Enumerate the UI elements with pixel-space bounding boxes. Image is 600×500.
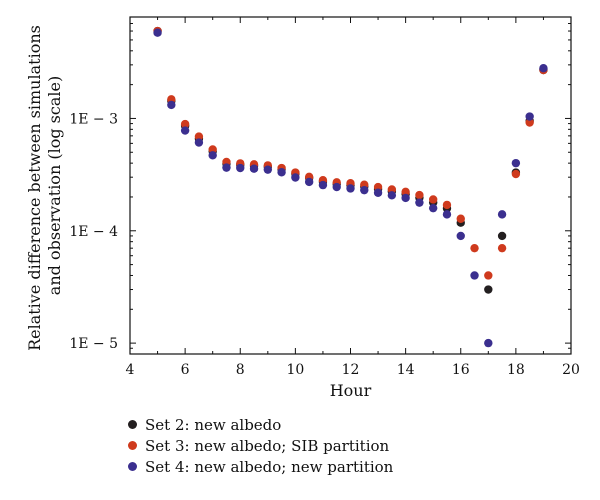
data-point-set-3 [484, 271, 493, 280]
legend-item-set-2: Set 2: new albedo [128, 414, 393, 435]
data-point-set-4 [442, 210, 452, 219]
data-point-set-2 [497, 231, 507, 241]
data-point-set-4 [360, 185, 369, 195]
legend: Set 2: new albedo Set 3: new albedo; SIB… [128, 414, 393, 477]
data-point-set-4 [497, 210, 507, 219]
data-point-set-4 [153, 28, 162, 37]
legend-label-set-3: Set 3: new albedo; SIB partition [145, 436, 390, 455]
data-point-set-4 [456, 231, 465, 241]
data-point-set-3 [470, 243, 479, 253]
data-points [153, 26, 548, 348]
x-tick-label: 10 [286, 362, 304, 378]
data-point-set-4 [304, 177, 314, 187]
data-point-set-4 [387, 191, 397, 200]
data-point-set-3 [442, 200, 452, 210]
data-point-set-4 [401, 193, 410, 203]
x-tick-label: 4 [126, 362, 135, 378]
data-point-set-4 [249, 164, 259, 173]
x-tick-label: 8 [236, 362, 245, 378]
x-tick-label: 20 [562, 362, 580, 378]
data-point-set-4 [332, 182, 341, 192]
data-point-set-4 [263, 165, 273, 174]
y-tick-label: 1E − 4 [69, 224, 118, 240]
x-tick-label: 6 [181, 362, 190, 378]
axis-tick-labels: 4 6 8 10 12 14 16 18 20 1E − 5 1E − 4 1E − 3 [69, 111, 580, 378]
y-tick-label: 1E − 5 [69, 336, 118, 352]
axis-ticks [129, 17, 572, 354]
data-point-set-4 [318, 180, 328, 190]
data-point-set-4 [277, 168, 286, 177]
data-point-set-4 [194, 138, 204, 147]
legend-item-set-3: Set 3: new albedo; SIB partition [128, 435, 393, 456]
x-tick-label: 14 [397, 362, 415, 378]
data-point-set-4 [222, 163, 231, 172]
y-axis-label-line-1: Relative difference between simulations [25, 25, 44, 351]
legend-label-set-2: Set 2: new albedo [145, 415, 282, 434]
x-tick-label: 16 [452, 362, 470, 378]
y-axis-label: Relative difference between simulations … [25, 20, 64, 351]
data-point-set-4 [470, 271, 479, 280]
legend-item-set-4: Set 4: new albedo; new partition [128, 456, 393, 477]
data-point-set-4 [208, 151, 217, 160]
data-point-set-3 [456, 214, 465, 223]
data-point-set-3 [180, 119, 190, 129]
data-point-set-4 [525, 112, 534, 121]
data-point-set-2 [484, 285, 493, 294]
legend-marker-set-2 [128, 420, 137, 429]
data-point-set-3 [497, 243, 507, 253]
data-point-set-4 [167, 100, 176, 110]
data-point-set-4 [428, 203, 438, 213]
legend-marker-set-3 [128, 441, 137, 450]
data-point-set-4 [539, 64, 548, 73]
legend-label-set-4: Set 4: new albedo; new partition [145, 457, 394, 476]
data-point-set-3 [511, 169, 521, 179]
x-axis-label: Hour [330, 381, 372, 400]
data-point-set-4 [511, 158, 521, 168]
data-point-set-4 [415, 198, 424, 207]
x-tick-label: 18 [507, 362, 525, 378]
data-point-set-3 [194, 132, 204, 141]
data-point-set-4 [346, 184, 355, 193]
legend-marker-set-4 [128, 462, 137, 471]
data-point-set-4 [236, 163, 245, 173]
data-point-set-3 [387, 185, 397, 194]
data-point-set-3 [415, 190, 424, 200]
data-point-set-3 [401, 187, 410, 197]
y-tick-label: 1E − 3 [69, 111, 118, 127]
data-point-set-4 [373, 188, 383, 197]
data-point-set-4 [180, 126, 190, 135]
data-point-set-3 [525, 118, 534, 127]
data-point-set-3 [208, 145, 217, 154]
data-point-set-4 [484, 338, 493, 348]
y-axis-label-line-2: and observation (log scale) [45, 76, 64, 295]
data-point-set-4 [291, 173, 300, 182]
x-tick-label: 12 [342, 362, 360, 378]
data-point-set-3 [428, 195, 438, 204]
